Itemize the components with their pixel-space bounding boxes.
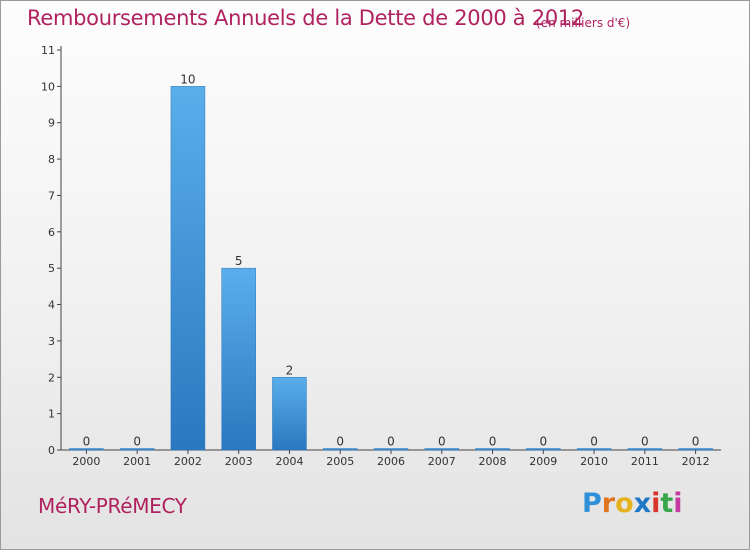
bar <box>627 448 663 451</box>
x-tick-label: 2007 <box>428 455 456 468</box>
y-tick-label: 9 <box>48 117 55 130</box>
y-tick-label: 11 <box>41 44 55 57</box>
y-tick-label: 3 <box>48 335 55 348</box>
x-tick-label: 2005 <box>326 455 354 468</box>
bar <box>322 448 358 451</box>
y-tick-label: 2 <box>48 371 55 384</box>
data-label: 0 <box>133 435 141 449</box>
data-label: 0 <box>539 435 547 449</box>
x-tick-label: 2000 <box>72 455 100 468</box>
bar <box>170 86 206 451</box>
y-tick-label: 10 <box>41 80 55 93</box>
x-tick-label: 2001 <box>123 455 151 468</box>
chart-title: Remboursements Annuels de la Dette de 20… <box>27 6 584 30</box>
data-label: 0 <box>641 435 649 449</box>
x-tick-label: 2009 <box>529 455 557 468</box>
proxiti-logo: Proxiti <box>582 488 683 519</box>
bar <box>678 448 713 451</box>
data-label: 2 <box>286 363 294 377</box>
x-tick-label: 2006 <box>377 455 405 468</box>
data-label: 0 <box>336 435 344 449</box>
chart-subtitle: (en milliers d'€) <box>536 16 631 30</box>
x-tick-label: 2010 <box>580 455 608 468</box>
bar <box>221 267 256 451</box>
data-label: 0 <box>692 435 700 449</box>
bar <box>119 448 155 451</box>
data-label: 0 <box>387 435 395 449</box>
data-label: 0 <box>489 435 497 449</box>
x-tick-label: 2008 <box>479 455 507 468</box>
data-label: 0 <box>590 435 598 449</box>
bar <box>576 448 612 451</box>
bar <box>526 448 561 451</box>
data-label: 0 <box>83 435 91 449</box>
x-tick-label: 2004 <box>275 455 303 468</box>
commune-name: MéRY-PRéMECY <box>38 494 187 518</box>
y-tick-label: 1 <box>48 408 55 421</box>
x-tick-label: 2002 <box>174 455 202 468</box>
y-tick-label: 6 <box>48 226 55 239</box>
y-tick-label: 0 <box>48 444 55 457</box>
x-tick-label: 2012 <box>682 455 710 468</box>
data-label: 5 <box>235 254 243 268</box>
y-tick-label: 7 <box>48 189 55 202</box>
bar <box>272 377 307 451</box>
y-tick-label: 4 <box>48 299 55 312</box>
bar <box>424 448 460 451</box>
bar <box>475 448 510 451</box>
bar <box>69 448 104 451</box>
y-tick-label: 5 <box>48 262 55 275</box>
x-tick-label: 2011 <box>631 455 659 468</box>
data-label: 0 <box>438 435 446 449</box>
x-tick-label: 2003 <box>225 455 253 468</box>
bar <box>373 448 409 451</box>
y-tick-label: 8 <box>48 153 55 166</box>
data-label: 10 <box>180 72 195 86</box>
